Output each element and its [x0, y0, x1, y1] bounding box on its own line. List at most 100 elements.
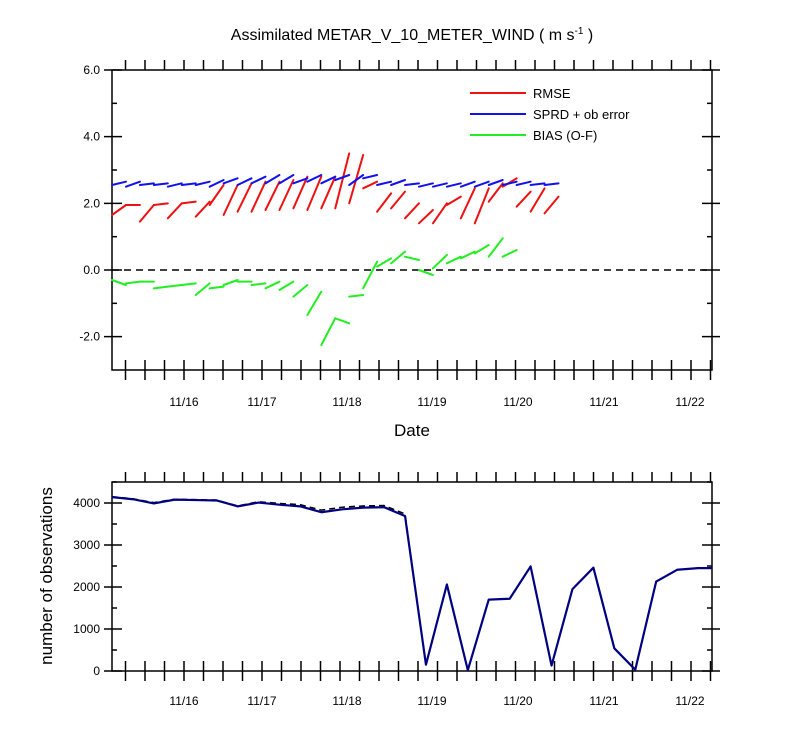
bias-series-segment — [334, 317, 351, 325]
top-y-tick-label: 2.0 — [83, 196, 100, 210]
rmse-series-segment — [417, 209, 434, 225]
rmse-series-segment — [390, 190, 407, 210]
sprd-series-segment — [515, 180, 532, 186]
bias-series-segment — [222, 279, 239, 286]
sprd-series-segment — [543, 182, 560, 186]
sprd-series-segment — [390, 179, 407, 186]
top-x-tick-label: 11/16 — [169, 395, 198, 409]
bias-series-segment — [404, 255, 420, 261]
sprd-series-segment — [250, 175, 267, 185]
rmse-series-segment — [180, 200, 197, 205]
sprd-series-segment — [487, 179, 504, 186]
sprd-series-segment — [138, 182, 155, 186]
bias-series-segment — [166, 284, 183, 288]
bias-series-segment — [417, 269, 434, 276]
bottom-x-tick-label: 11/16 — [169, 694, 198, 708]
rmse-series-segment — [194, 200, 211, 218]
bias-series-segment — [431, 254, 448, 270]
sprd-series-segment — [376, 180, 393, 186]
observations-used-dashed-line — [111, 495, 712, 671]
sprd-series-segment — [445, 182, 462, 188]
rmse-series-segment — [404, 202, 420, 220]
sprd-series-segment — [222, 177, 239, 185]
bottom-series-layer — [111, 495, 712, 672]
top-y-tick-label: 6.0 — [83, 63, 100, 77]
sprd-series-segment — [194, 180, 211, 186]
sprd-series-segment — [334, 174, 351, 181]
bias-series-segment — [320, 317, 337, 346]
chart-title: Assimilated METAR_V_10_METER_WIND ( m s-… — [231, 26, 593, 44]
bias-series-segment — [278, 280, 295, 291]
bias-series-segment — [194, 282, 211, 296]
bias-series-segment — [292, 284, 309, 298]
bias-legend-label: BIAS (O-F) — [533, 128, 597, 143]
sprd-series-segment — [431, 182, 448, 188]
bias-series-segment — [487, 237, 504, 258]
rmse-series-segment — [376, 192, 393, 213]
bias-series-segment — [250, 282, 267, 286]
sprd-series-segment — [292, 177, 309, 185]
top-axes: 11/16 11/17 11/18 11/19 11/20 11/21 11/22 -2.0 0… — [79, 60, 720, 409]
top-x-tick-label: 11/17 — [247, 395, 276, 409]
bottom-x-tick-label: 11/21 — [589, 694, 618, 708]
rmse-series-segment — [487, 182, 504, 203]
top-x-tick-label: 11/22 — [675, 395, 704, 409]
top-series-layer — [111, 152, 560, 346]
top-y-tick-label: -2.0 — [79, 330, 100, 344]
rmse-series-segment — [278, 179, 295, 211]
bottom-x-tick-label: 11/20 — [503, 694, 532, 708]
sprd-series-segment — [459, 180, 476, 188]
rmse-series-segment — [236, 182, 253, 213]
sprd-series-segment — [166, 182, 183, 188]
rmse-legend-label: RMSE — [533, 86, 571, 101]
sprd-series-segment — [473, 180, 490, 188]
bias-series-segment — [264, 280, 281, 290]
rmse-series-segment — [543, 195, 560, 215]
rmse-series-segment — [529, 187, 546, 213]
sprd-series-segment — [264, 174, 281, 185]
rmse-series-segment — [292, 175, 309, 210]
sprd-series-segment — [417, 182, 434, 188]
top-x-tick-label: 11/19 — [417, 395, 446, 409]
bias-series-segment — [111, 279, 127, 286]
rmse-series-segment — [473, 187, 490, 225]
top-x-tick-label: 11/21 — [589, 395, 618, 409]
bias-series-segment — [180, 282, 197, 286]
sprd-series-segment — [111, 180, 127, 186]
rmse-series-segment — [459, 187, 476, 220]
rmse-series-segment — [208, 184, 225, 206]
sprd-series-segment — [404, 182, 420, 186]
rmse-series-segment — [306, 175, 323, 211]
bias-series-segment — [473, 244, 490, 255]
bias-series-segment — [362, 260, 379, 290]
sprd-series-segment — [348, 174, 365, 186]
bias-series-segment — [306, 290, 323, 316]
sprd-series-segment — [236, 177, 253, 186]
sprd-legend-label: SPRD + ob error — [533, 107, 630, 122]
rmse-series-segment — [264, 180, 281, 211]
top-x-tick-label: 11/18 — [332, 395, 361, 409]
bias-series-segment — [124, 280, 141, 285]
bottom-y-tick-label: 2000 — [73, 580, 100, 594]
bottom-y-tick-label: 0 — [93, 664, 100, 678]
sprd-series-segment — [306, 174, 323, 183]
bias-series-segment — [208, 285, 225, 290]
sprd-series-segment — [320, 175, 337, 185]
bottom-y-tick-label: 4000 — [73, 496, 100, 510]
sprd-series-segment — [501, 180, 518, 186]
x-axis-title: Date — [394, 421, 430, 440]
bias-series-segment — [152, 285, 169, 290]
rmse-series-segment — [334, 152, 351, 210]
bottom-y-tick-label: 3000 — [73, 538, 100, 552]
top-x-tick-label: 11/20 — [503, 395, 532, 409]
rmse-series-segment — [138, 204, 155, 223]
bottom-x-tick-label: 11/22 — [675, 694, 704, 708]
sprd-series-segment — [124, 180, 141, 188]
bottom-y-tick-label: 1000 — [73, 622, 100, 636]
rmse-series-segment — [445, 195, 462, 206]
bottom-x-tick-label: 11/18 — [332, 694, 361, 708]
rmse-series-segment — [152, 202, 169, 206]
bias-series-segment — [376, 257, 393, 268]
sprd-series-segment — [362, 174, 379, 180]
